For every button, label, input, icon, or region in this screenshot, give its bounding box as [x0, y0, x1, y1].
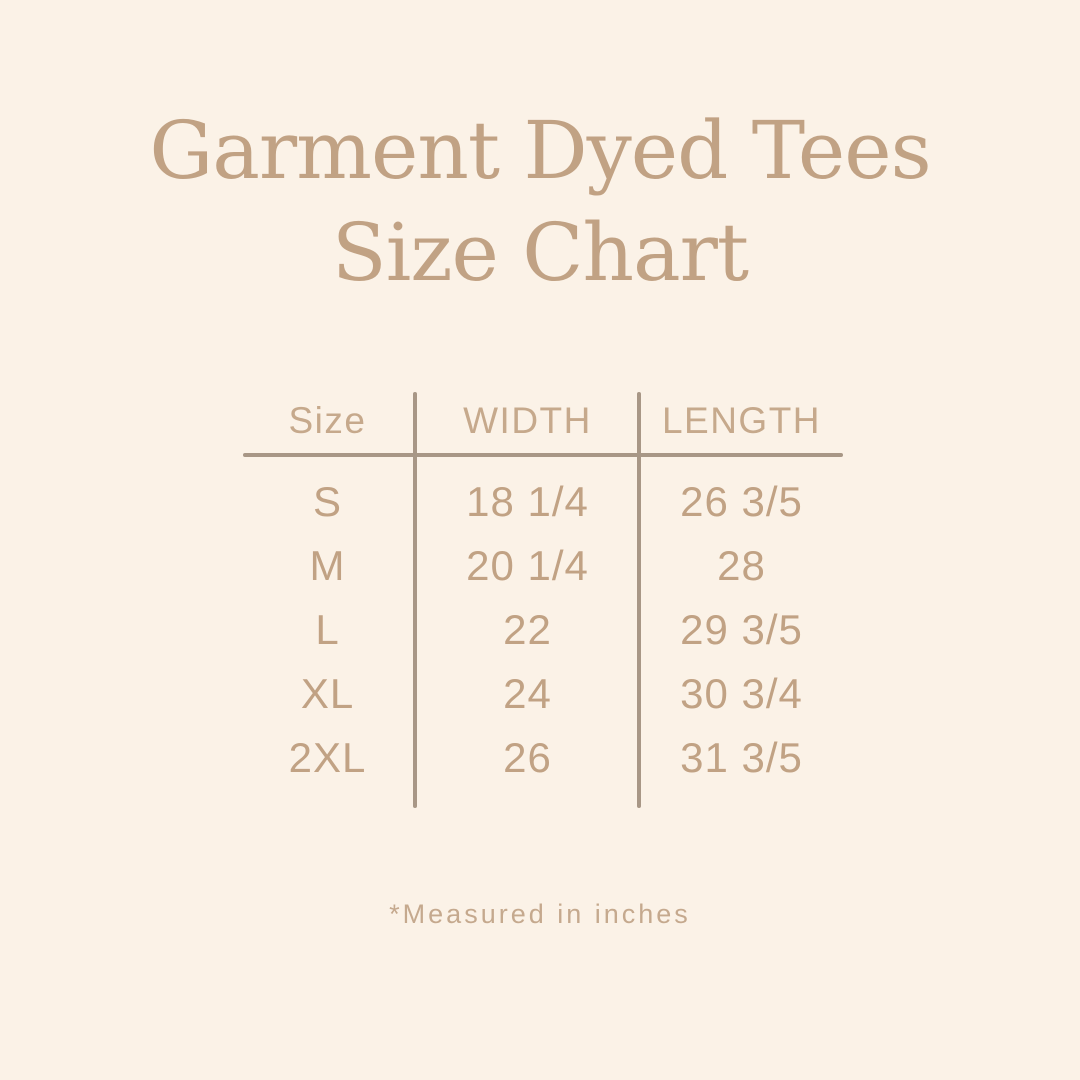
- table-row: S 18 1/4 26 3/5: [240, 470, 843, 534]
- cell-size: XL: [300, 670, 355, 717]
- size-table: Size WIDTH LENGTH S 18 1/4 26 3/5 M 20 1…: [240, 388, 843, 790]
- column-divider-2: [637, 392, 641, 808]
- column-divider-1: [413, 392, 417, 808]
- cell-width: 24: [503, 670, 552, 717]
- table-body: S 18 1/4 26 3/5 M 20 1/4 28 L 22 29 3/5 …: [240, 470, 843, 790]
- page-title: Garment Dyed Tees Size Chart: [0, 100, 1080, 304]
- cell-width: 20 1/4: [466, 542, 589, 589]
- cell-size: S: [312, 478, 342, 525]
- column-header-size: Size: [288, 400, 367, 441]
- cell-size: M: [309, 542, 346, 589]
- cell-length: 28: [717, 542, 766, 589]
- column-header-length: LENGTH: [661, 400, 822, 441]
- cell-width: 26: [503, 734, 552, 781]
- table-row: XL 24 30 3/4: [240, 662, 843, 726]
- cell-width: 22: [503, 606, 552, 653]
- cell-width: 18 1/4: [466, 478, 589, 525]
- page-title-line-2: Size Chart: [331, 206, 749, 299]
- table-row: M 20 1/4 28: [240, 534, 843, 598]
- column-header-width: WIDTH: [463, 400, 592, 441]
- cell-size: 2XL: [288, 734, 367, 781]
- page-title-line-1: Garment Dyed Tees: [149, 104, 931, 197]
- cell-length: 31 3/5: [680, 734, 803, 781]
- header-underline: [243, 453, 843, 457]
- measurement-footnote: *Measured in inches: [389, 899, 691, 929]
- table-row: 2XL 26 31 3/5: [240, 726, 843, 790]
- table-header-row: Size WIDTH LENGTH: [240, 388, 843, 454]
- table-row: L 22 29 3/5: [240, 598, 843, 662]
- cell-length: 29 3/5: [680, 606, 803, 653]
- cell-length: 30 3/4: [680, 670, 803, 717]
- cell-size: L: [315, 606, 340, 653]
- cell-length: 26 3/5: [680, 478, 803, 525]
